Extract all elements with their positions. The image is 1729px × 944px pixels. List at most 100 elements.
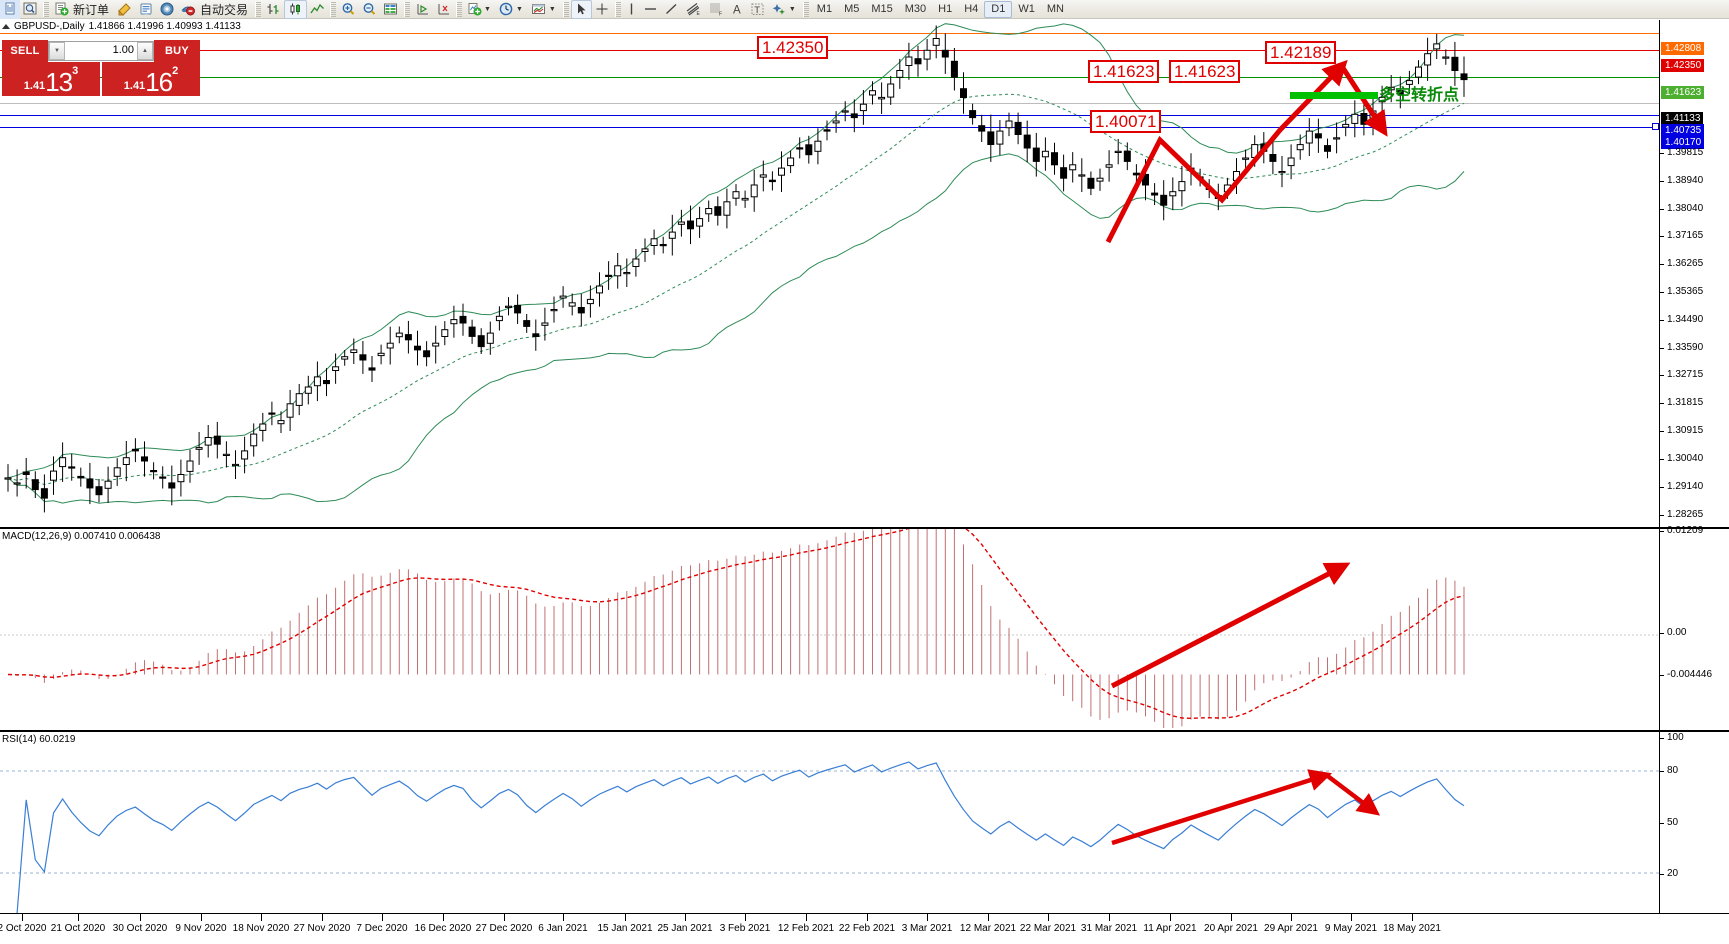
tab-timeframe-m5[interactable]: M5 [844, 2, 860, 15]
volume-stepper[interactable]: ▼ 1.00 ▲ [48, 41, 154, 61]
price-chart-pane[interactable]: 1.42350 1.41623 1.42189 1.41623 1.40071 … [0, 20, 1729, 525]
price-tag-1-41623: 1.41623 [1661, 86, 1705, 99]
chevron-down-icon[interactable]: ▼ [788, 5, 796, 13]
buy-price-big: 16 [145, 67, 173, 97]
price-axis[interactable]: 1.42808 1.42350 1.41623 1.41133 1.40735 … [1660, 20, 1729, 913]
sell-price-fraction: 3 [72, 65, 79, 77]
bars-glyph [266, 2, 281, 16]
indicators-icon[interactable]: ▼ [464, 0, 496, 19]
date-tick [22, 914, 23, 921]
trendline-icon[interactable] [661, 0, 682, 19]
data-window-icon[interactable] [380, 0, 402, 19]
chart-shift-icon[interactable] [412, 0, 433, 19]
annotation-label-1-40071[interactable]: 1.40071 [1090, 110, 1162, 133]
axis-tick-1-32715: 1.32715 [1660, 369, 1703, 380]
date-axis-label: 21 Oct 2020 [50, 923, 106, 934]
text-icon[interactable]: A [728, 0, 747, 19]
annotation-label-1-42350[interactable]: 1.42350 [757, 36, 829, 59]
rsi-axis-tick-80: 80 [1660, 765, 1678, 776]
crosshair-icon[interactable] [592, 0, 613, 19]
chevron-down-icon[interactable]: ▼ [515, 5, 523, 13]
rsi-label: RSI(14) 60.0219 [2, 734, 76, 745]
autotrading-label: 自动交易 [200, 2, 249, 17]
macd-analysis-layer[interactable] [0, 529, 1659, 728]
note-turning-point[interactable]: 多空转折点 [1379, 85, 1460, 104]
annotation-label-1-42189[interactable]: 1.42189 [1265, 41, 1337, 64]
macd-pane[interactable]: MACD(12,26,9) 0.007410 0.006438 [0, 527, 1729, 728]
zoom-out-icon[interactable] [359, 0, 380, 19]
tab-timeframe-d1[interactable]: D1 [984, 0, 1013, 18]
text-label-glyph: T [750, 2, 765, 16]
line-glyph [310, 2, 325, 16]
macd-axis-tick-max: 0.01209 [1660, 525, 1703, 536]
horizontal-line-icon[interactable] [640, 0, 661, 19]
tab-timeframe-h1[interactable]: H1 [938, 2, 953, 15]
price-tag-1-42350: 1.42350 [1661, 59, 1705, 72]
candlestick-chart-icon[interactable] [284, 0, 308, 19]
chevron-down-icon[interactable]: ▼ [548, 5, 556, 13]
date-axis-label: 22 Feb 2021 [838, 923, 896, 934]
date-axis-label: 27 Nov 2020 [293, 923, 351, 934]
volume-value[interactable]: 1.00 [112, 44, 134, 56]
toolbar-separator [614, 1, 621, 17]
market-watch-icon[interactable] [20, 0, 41, 19]
price-axis-divider [1659, 20, 1660, 913]
analysis-drawing-layer[interactable] [0, 20, 1659, 525]
text-label-icon[interactable]: T [747, 0, 768, 19]
sell-button[interactable]: SELL [2, 40, 48, 62]
date-axis-label: 6 Jan 2021 [538, 923, 588, 934]
templates-icon[interactable]: ▼ [528, 0, 561, 19]
zoom-in-icon[interactable] [338, 0, 359, 19]
volume-decrement-button[interactable]: ▼ [49, 42, 65, 60]
equidistant-channel-icon[interactable]: E [682, 0, 705, 19]
autotrading-button[interactable]: 自动交易 [178, 0, 253, 19]
market-icon[interactable] [136, 0, 157, 19]
date-axis[interactable]: 2 Oct 2020 21 Oct 2020 30 Oct 2020 9 Nov 20… [0, 914, 1729, 944]
rsi-axis-tick-20: 20 [1660, 868, 1678, 879]
periodicity-icon[interactable]: ▼ [496, 0, 528, 19]
price-tag-1-41133: 1.41133 [1661, 112, 1704, 125]
tab-timeframe-m30[interactable]: M30 [904, 2, 927, 15]
sell-price-display[interactable]: 1.41 13 3 [2, 62, 100, 96]
cursor-icon[interactable] [570, 0, 592, 19]
rsi-analysis-layer[interactable] [0, 732, 1659, 913]
buy-button[interactable]: BUY [154, 40, 200, 62]
current-price-marker [1652, 123, 1659, 130]
line-chart-icon[interactable] [307, 0, 328, 19]
chevron-down-icon[interactable]: ▼ [484, 5, 491, 13]
buy-price-display[interactable]: 1.41 16 2 [102, 62, 200, 96]
tab-timeframe-mn[interactable]: MN [1046, 2, 1064, 15]
toolbar-separator [43, 1, 49, 17]
chart-symbol-label: GBPUSD-,Daily [14, 20, 85, 32]
volume-increment-button[interactable]: ▲ [137, 42, 153, 60]
signals-icon[interactable] [157, 0, 178, 19]
shapes-icon[interactable]: ▼ [768, 0, 801, 19]
annotation-label-1-41623-left[interactable]: 1.41623 [1088, 60, 1160, 83]
shift-glyph [415, 2, 430, 16]
bar-chart-icon[interactable] [263, 0, 284, 19]
tab-timeframe-w1[interactable]: W1 [1018, 2, 1035, 15]
collapse-triangle-icon[interactable] [2, 23, 10, 29]
tab-timeframe-h4[interactable]: H4 [964, 2, 979, 15]
vertical-line-icon[interactable] [623, 0, 640, 19]
rsi-pane[interactable]: RSI(14) 60.0219 [0, 730, 1729, 913]
level-line-1-42350 [0, 50, 1659, 51]
annotation-label-1-41623-right[interactable]: 1.41623 [1169, 60, 1241, 83]
metaeditor-icon[interactable] [114, 0, 136, 19]
axis-tick-1-28265: 1.28265 [1660, 509, 1703, 520]
autotrading-glyph [181, 2, 196, 16]
new-order-button[interactable]: 新订单 [51, 0, 114, 19]
fibonacci-retracement-icon[interactable]: F [705, 0, 728, 19]
date-axis-label: 3 Mar 2021 [901, 923, 953, 934]
main-toolbar[interactable]: 新订单 自动交易 [0, 0, 1729, 19]
new-chart-icon[interactable] [0, 0, 20, 19]
tab-timeframe-m1[interactable]: M1 [816, 2, 833, 15]
channel-glyph: E [685, 2, 702, 16]
axis-tick-1-30915: 1.30915 [1660, 425, 1703, 436]
tab-timeframe-m15[interactable]: M15 [871, 2, 893, 15]
date-tick [563, 914, 564, 921]
one-click-trading-panel[interactable]: SELL ▼ 1.00 ▲ BUY 1.41 13 3 1.41 16 2 [2, 40, 200, 96]
hline-glyph [643, 2, 658, 16]
date-axis-label: 31 Mar 2021 [1080, 923, 1138, 934]
auto-scroll-icon[interactable] [433, 0, 454, 19]
